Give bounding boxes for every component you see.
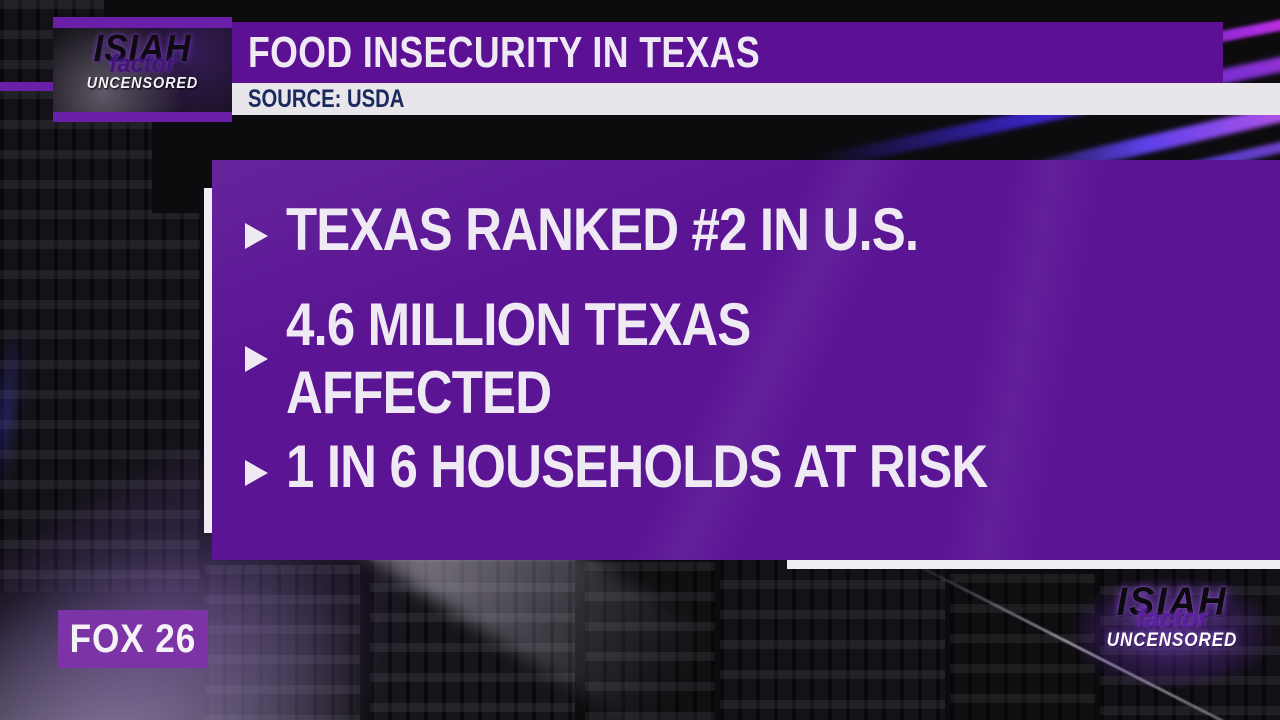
info-panel: TEXAS RANKED #2 IN U.S. 4.6 MILLION TEXA…	[212, 160, 1280, 560]
show-logo-top-left: ISIAH factor UNCENSORED	[53, 17, 232, 122]
bullet-text: 4.6 MILLION TEXAS AFFECTED	[286, 291, 751, 427]
bullet-line: 4.6 MILLION TEXAS	[286, 291, 751, 358]
show-logo-bottom-right: ISIAH factor UNCENSORED	[1072, 578, 1272, 688]
station-name: FOX 26	[69, 616, 197, 661]
bullet-text: TEXAS RANKED #2 IN U.S.	[286, 196, 919, 264]
show-subtitle: factor	[1136, 603, 1208, 633]
bullet-item-1: TEXAS RANKED #2 IN U.S.	[245, 196, 1030, 264]
panel-bottom-accent	[787, 560, 1280, 569]
bullet-line: AFFECTED	[286, 359, 552, 426]
city-building	[950, 574, 1095, 720]
headline-title: FOOD INSECURITY IN TEXAS	[248, 27, 761, 77]
show-tagline: UNCENSORED	[1106, 630, 1238, 651]
headline-bar: FOOD INSECURITY IN TEXAS	[232, 22, 1223, 83]
panel-left-accent	[204, 188, 212, 533]
station-badge: FOX 26	[58, 610, 208, 668]
triangle-right-icon	[245, 346, 268, 372]
source-bar: SOURCE: USDA	[232, 83, 1280, 115]
triangle-right-icon	[245, 223, 268, 249]
triangle-right-icon	[245, 460, 268, 486]
source-attribution: SOURCE: USDA	[248, 84, 405, 113]
show-title: ISIAH	[93, 28, 192, 70]
purple-edge-stripe	[0, 82, 64, 91]
show-title: ISIAH	[1116, 580, 1228, 624]
show-subtitle: factor	[109, 50, 176, 78]
bullet-line: TEXAS RANKED #2 IN U.S.	[286, 196, 919, 263]
bullet-line: 1 IN 6 HOUSEHOLDS AT RISK	[286, 433, 988, 500]
bullet-text: 1 IN 6 HOUSEHOLDS AT RISK	[286, 433, 988, 501]
bullet-item-3: 1 IN 6 HOUSEHOLDS AT RISK	[245, 433, 1111, 501]
bullet-item-2: 4.6 MILLION TEXAS AFFECTED	[245, 291, 832, 427]
city-building	[720, 550, 945, 720]
show-tagline: UNCENSORED	[86, 75, 199, 92]
